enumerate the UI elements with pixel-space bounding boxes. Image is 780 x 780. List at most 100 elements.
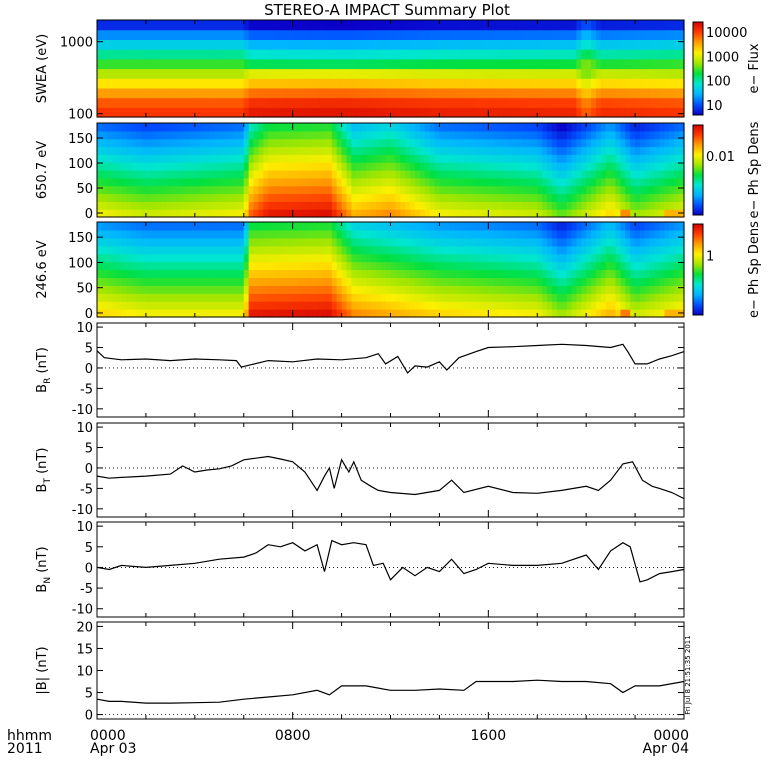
heatmap-cell bbox=[586, 162, 592, 171]
heatmap-cell bbox=[229, 193, 235, 202]
heatmap-cell bbox=[204, 177, 211, 187]
heatmap-cell bbox=[165, 209, 171, 218]
heatmap-cell bbox=[155, 222, 162, 231]
heatmap-cell bbox=[410, 277, 416, 286]
heatmap-cell bbox=[243, 269, 250, 279]
heatmap-cell bbox=[674, 29, 680, 40]
heatmap-cell bbox=[395, 87, 401, 99]
heatmap-cell bbox=[595, 138, 602, 148]
heatmap-cell bbox=[214, 68, 220, 79]
heatmap-cell bbox=[463, 162, 470, 171]
heatmap-cell bbox=[336, 301, 343, 310]
heatmap-cell bbox=[150, 58, 157, 70]
heatmap-cell bbox=[326, 222, 333, 231]
heatmap-cell bbox=[639, 20, 646, 31]
heatmap-cell bbox=[277, 285, 284, 294]
heatmap-cell bbox=[307, 177, 313, 187]
heatmap-cell bbox=[209, 253, 215, 263]
heatmap-cell bbox=[542, 49, 548, 60]
heatmap-cell bbox=[277, 58, 284, 70]
heatmap-cell bbox=[473, 162, 480, 171]
heatmap-cell bbox=[336, 130, 343, 140]
heatmap-cell bbox=[297, 20, 304, 31]
heatmap-cell bbox=[370, 245, 377, 255]
heatmap-cell bbox=[468, 301, 475, 310]
heatmap-cell bbox=[336, 87, 343, 99]
heatmap-cell bbox=[224, 138, 230, 148]
heatmap-cell bbox=[561, 130, 568, 140]
heatmap-cell bbox=[155, 229, 162, 239]
heatmap-cell bbox=[566, 87, 573, 99]
heatmap-cell bbox=[522, 146, 529, 155]
heatmap-cell bbox=[410, 39, 416, 50]
heatmap-cell bbox=[97, 261, 103, 271]
heatmap-cell bbox=[336, 20, 343, 31]
heatmap-cell bbox=[322, 229, 328, 239]
heatmap-cell bbox=[512, 293, 519, 302]
heatmap-cell bbox=[233, 261, 240, 271]
heatmap-cell bbox=[287, 68, 294, 79]
heatmap-cell bbox=[219, 39, 225, 50]
heatmap-cell bbox=[136, 20, 142, 31]
heatmap-cell bbox=[659, 293, 666, 302]
heatmap-cell bbox=[483, 177, 489, 187]
heatmap-cell bbox=[116, 87, 123, 99]
heatmap-cell bbox=[522, 229, 529, 239]
heatmap-cell bbox=[199, 154, 206, 163]
heatmap-cell bbox=[160, 309, 167, 318]
heatmap-cell bbox=[346, 78, 352, 89]
heatmap-cell bbox=[434, 87, 441, 99]
heatmap-cell bbox=[97, 253, 103, 263]
heatmap-cell bbox=[625, 177, 631, 187]
heatmap-cell bbox=[463, 285, 470, 294]
heatmap-cell bbox=[542, 138, 548, 148]
heatmap-cell bbox=[336, 285, 343, 294]
heatmap-cell bbox=[561, 309, 568, 318]
heatmap-cell bbox=[277, 39, 284, 50]
heatmap-cell bbox=[434, 78, 441, 89]
heatmap-cell bbox=[277, 78, 284, 89]
heatmap-cell bbox=[405, 245, 411, 255]
heatmap-cell bbox=[649, 309, 656, 318]
heatmap-cell bbox=[434, 68, 441, 79]
heatmap-cell bbox=[219, 97, 225, 108]
heatmap-cell bbox=[493, 185, 499, 195]
heatmap-cell bbox=[463, 269, 470, 279]
heatmap-cell bbox=[654, 245, 661, 255]
heatmap-cell bbox=[610, 229, 617, 239]
heatmap-cell bbox=[214, 245, 220, 255]
heatmap-cell bbox=[537, 97, 543, 108]
heatmap-cell bbox=[356, 58, 362, 70]
heatmap-cell bbox=[669, 170, 675, 179]
heatmap-cell bbox=[229, 253, 235, 263]
heatmap-cell bbox=[566, 277, 573, 286]
heatmap-cell bbox=[170, 123, 176, 132]
heatmap-cell bbox=[185, 170, 191, 179]
heatmap-cell bbox=[248, 301, 255, 310]
heatmap-cell bbox=[131, 68, 137, 79]
heatmap-cell bbox=[219, 309, 225, 318]
heatmap-cell bbox=[97, 58, 103, 70]
heatmap-cell bbox=[473, 138, 480, 148]
heatmap-cell bbox=[180, 29, 186, 40]
heatmap-cell bbox=[595, 20, 602, 31]
heatmap-cell bbox=[444, 130, 450, 140]
heatmap-cell bbox=[439, 177, 445, 187]
heatmap-cell bbox=[649, 285, 656, 294]
heatmap-cell bbox=[458, 277, 465, 286]
heatmap-cell bbox=[136, 162, 142, 171]
heatmap-cell bbox=[145, 123, 152, 132]
heatmap-cell bbox=[639, 58, 646, 70]
heatmap-cell bbox=[170, 58, 176, 70]
heatmap-cell bbox=[189, 170, 196, 179]
heatmap-cell bbox=[444, 170, 450, 179]
heatmap-cell bbox=[136, 78, 142, 89]
heatmap-cell bbox=[630, 29, 636, 40]
heatmap-cell bbox=[493, 138, 499, 148]
heatmap-cell bbox=[571, 49, 577, 60]
heatmap-cell bbox=[356, 229, 362, 239]
heatmap-cell bbox=[507, 58, 514, 70]
heatmap-cell bbox=[605, 29, 612, 40]
heatmap-cell bbox=[659, 49, 666, 60]
heatmap-cell bbox=[282, 177, 289, 187]
